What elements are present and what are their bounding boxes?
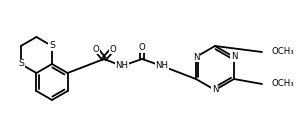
Text: S: S	[18, 60, 24, 69]
Text: N: N	[193, 53, 199, 62]
Text: O: O	[93, 45, 99, 54]
Text: O: O	[110, 45, 116, 54]
Text: OCH₃: OCH₃	[271, 47, 294, 56]
Text: S: S	[49, 41, 55, 51]
Text: N: N	[231, 53, 237, 62]
Text: O: O	[139, 44, 145, 53]
Text: NH: NH	[155, 62, 169, 70]
Text: NH: NH	[115, 62, 129, 70]
Text: N: N	[212, 85, 218, 94]
Text: OCH₃: OCH₃	[271, 79, 294, 89]
